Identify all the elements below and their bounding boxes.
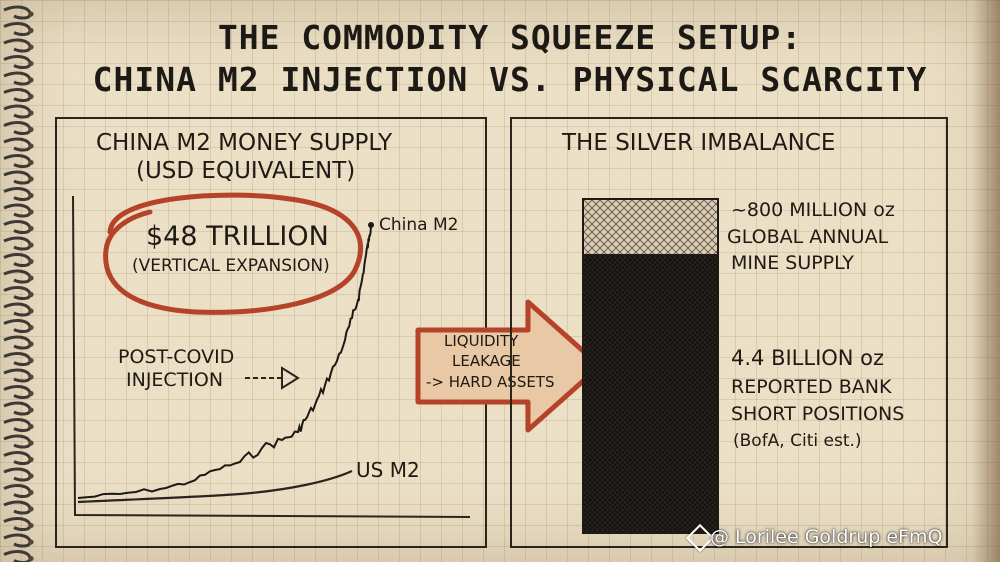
main-title-line2: CHINA M2 INJECTION VS. PHYSICAL SCARCITY: [92, 60, 928, 99]
binding-hole: [28, 126, 34, 133]
binding-hole: [28, 44, 34, 50]
china-m2-label: China M2: [379, 215, 459, 235]
binding-hole: [28, 374, 34, 380]
binding-hole: [28, 489, 34, 496]
watermark: @ Lorilee Goldrup eFmQ: [710, 526, 943, 548]
left-panel-title-line2: (USD EQUIVALENT): [136, 158, 356, 184]
binding-hole: [28, 506, 34, 512]
chart-axes: [72, 195, 471, 518]
mine-supply-bar: [582, 198, 719, 256]
silver-imbalance-panel: [510, 117, 948, 548]
binding-hole: [28, 308, 34, 314]
binding-hole: [28, 110, 34, 116]
binding-hole: [28, 11, 34, 17]
callout-value: $48 TRILLION: [146, 221, 329, 252]
post-covid-label-line2: INJECTION: [126, 369, 224, 391]
binding-hole: [28, 522, 34, 529]
liquidity-arrow: [415, 299, 603, 433]
us-m2-label: US M2: [356, 458, 420, 482]
binding-hole: [28, 341, 34, 347]
binding-hole: [28, 60, 34, 67]
short-positions-line1: 4.4 BILLION oz: [731, 346, 885, 370]
callout-oval: [103, 192, 363, 315]
page-edge-shadow: [972, 0, 1000, 562]
post-covid-label-line1: POST-COVID: [118, 346, 235, 368]
us-m2-line: [77, 469, 353, 504]
binding-hole: [28, 258, 34, 265]
binding-hole: [28, 242, 34, 248]
short-positions-bar: [582, 254, 719, 534]
arrow-text-line2: LEAKAGE: [452, 352, 521, 370]
arrow-text-line3: -> HARD ASSETS: [426, 373, 555, 391]
binding-hole: [28, 423, 34, 430]
binding-hole: [28, 192, 34, 199]
mine-supply-line3: MINE SUPPLY: [731, 252, 854, 274]
binding-hole: [28, 93, 34, 100]
mine-supply-line1: ~800 MILLION oz: [731, 199, 895, 221]
binding-hole: [28, 225, 34, 232]
callout-subtitle: (VERTICAL EXPANSION): [132, 256, 330, 276]
binding-hole: [28, 407, 34, 413]
binding-hole: [28, 456, 34, 463]
binding-hole: [28, 176, 34, 182]
china-m2-line: [77, 224, 372, 499]
injection-arrow-head: [281, 366, 300, 390]
spiral-binding: [3, 5, 34, 562]
binding-hole: [28, 275, 34, 281]
left-panel-title-line1: CHINA M2 MONEY SUPPLY: [96, 130, 393, 156]
binding-hole: [28, 539, 34, 545]
binding-hole: [28, 77, 34, 83]
binding-hole: [28, 357, 34, 364]
binding-hole: [28, 440, 34, 446]
main-title-line1: THE COMMODITY SQUEEZE SETUP:: [217, 18, 803, 57]
short-positions-source: (BofA, Citi est.): [733, 431, 862, 451]
binding-hole: [28, 324, 34, 331]
short-positions-line2: REPORTED BANK: [731, 376, 892, 398]
arrow-text-line1: LIQUIDITY: [444, 332, 519, 350]
binding-hole: [28, 209, 34, 215]
binding-hole: [28, 390, 34, 397]
binding-hole: [28, 27, 34, 34]
binding-hole: [28, 555, 34, 562]
right-panel-title: THE SILVER IMBALANCE: [562, 130, 836, 156]
china-m2-endpoint: [368, 222, 374, 228]
mine-supply-line2: GLOBAL ANNUAL: [727, 226, 889, 248]
binding-hole: [28, 473, 34, 479]
binding-hole: [28, 291, 34, 298]
short-positions-line3: SHORT POSITIONS: [731, 403, 905, 425]
binding-hole: [28, 159, 34, 166]
binding-hole: [28, 143, 34, 149]
